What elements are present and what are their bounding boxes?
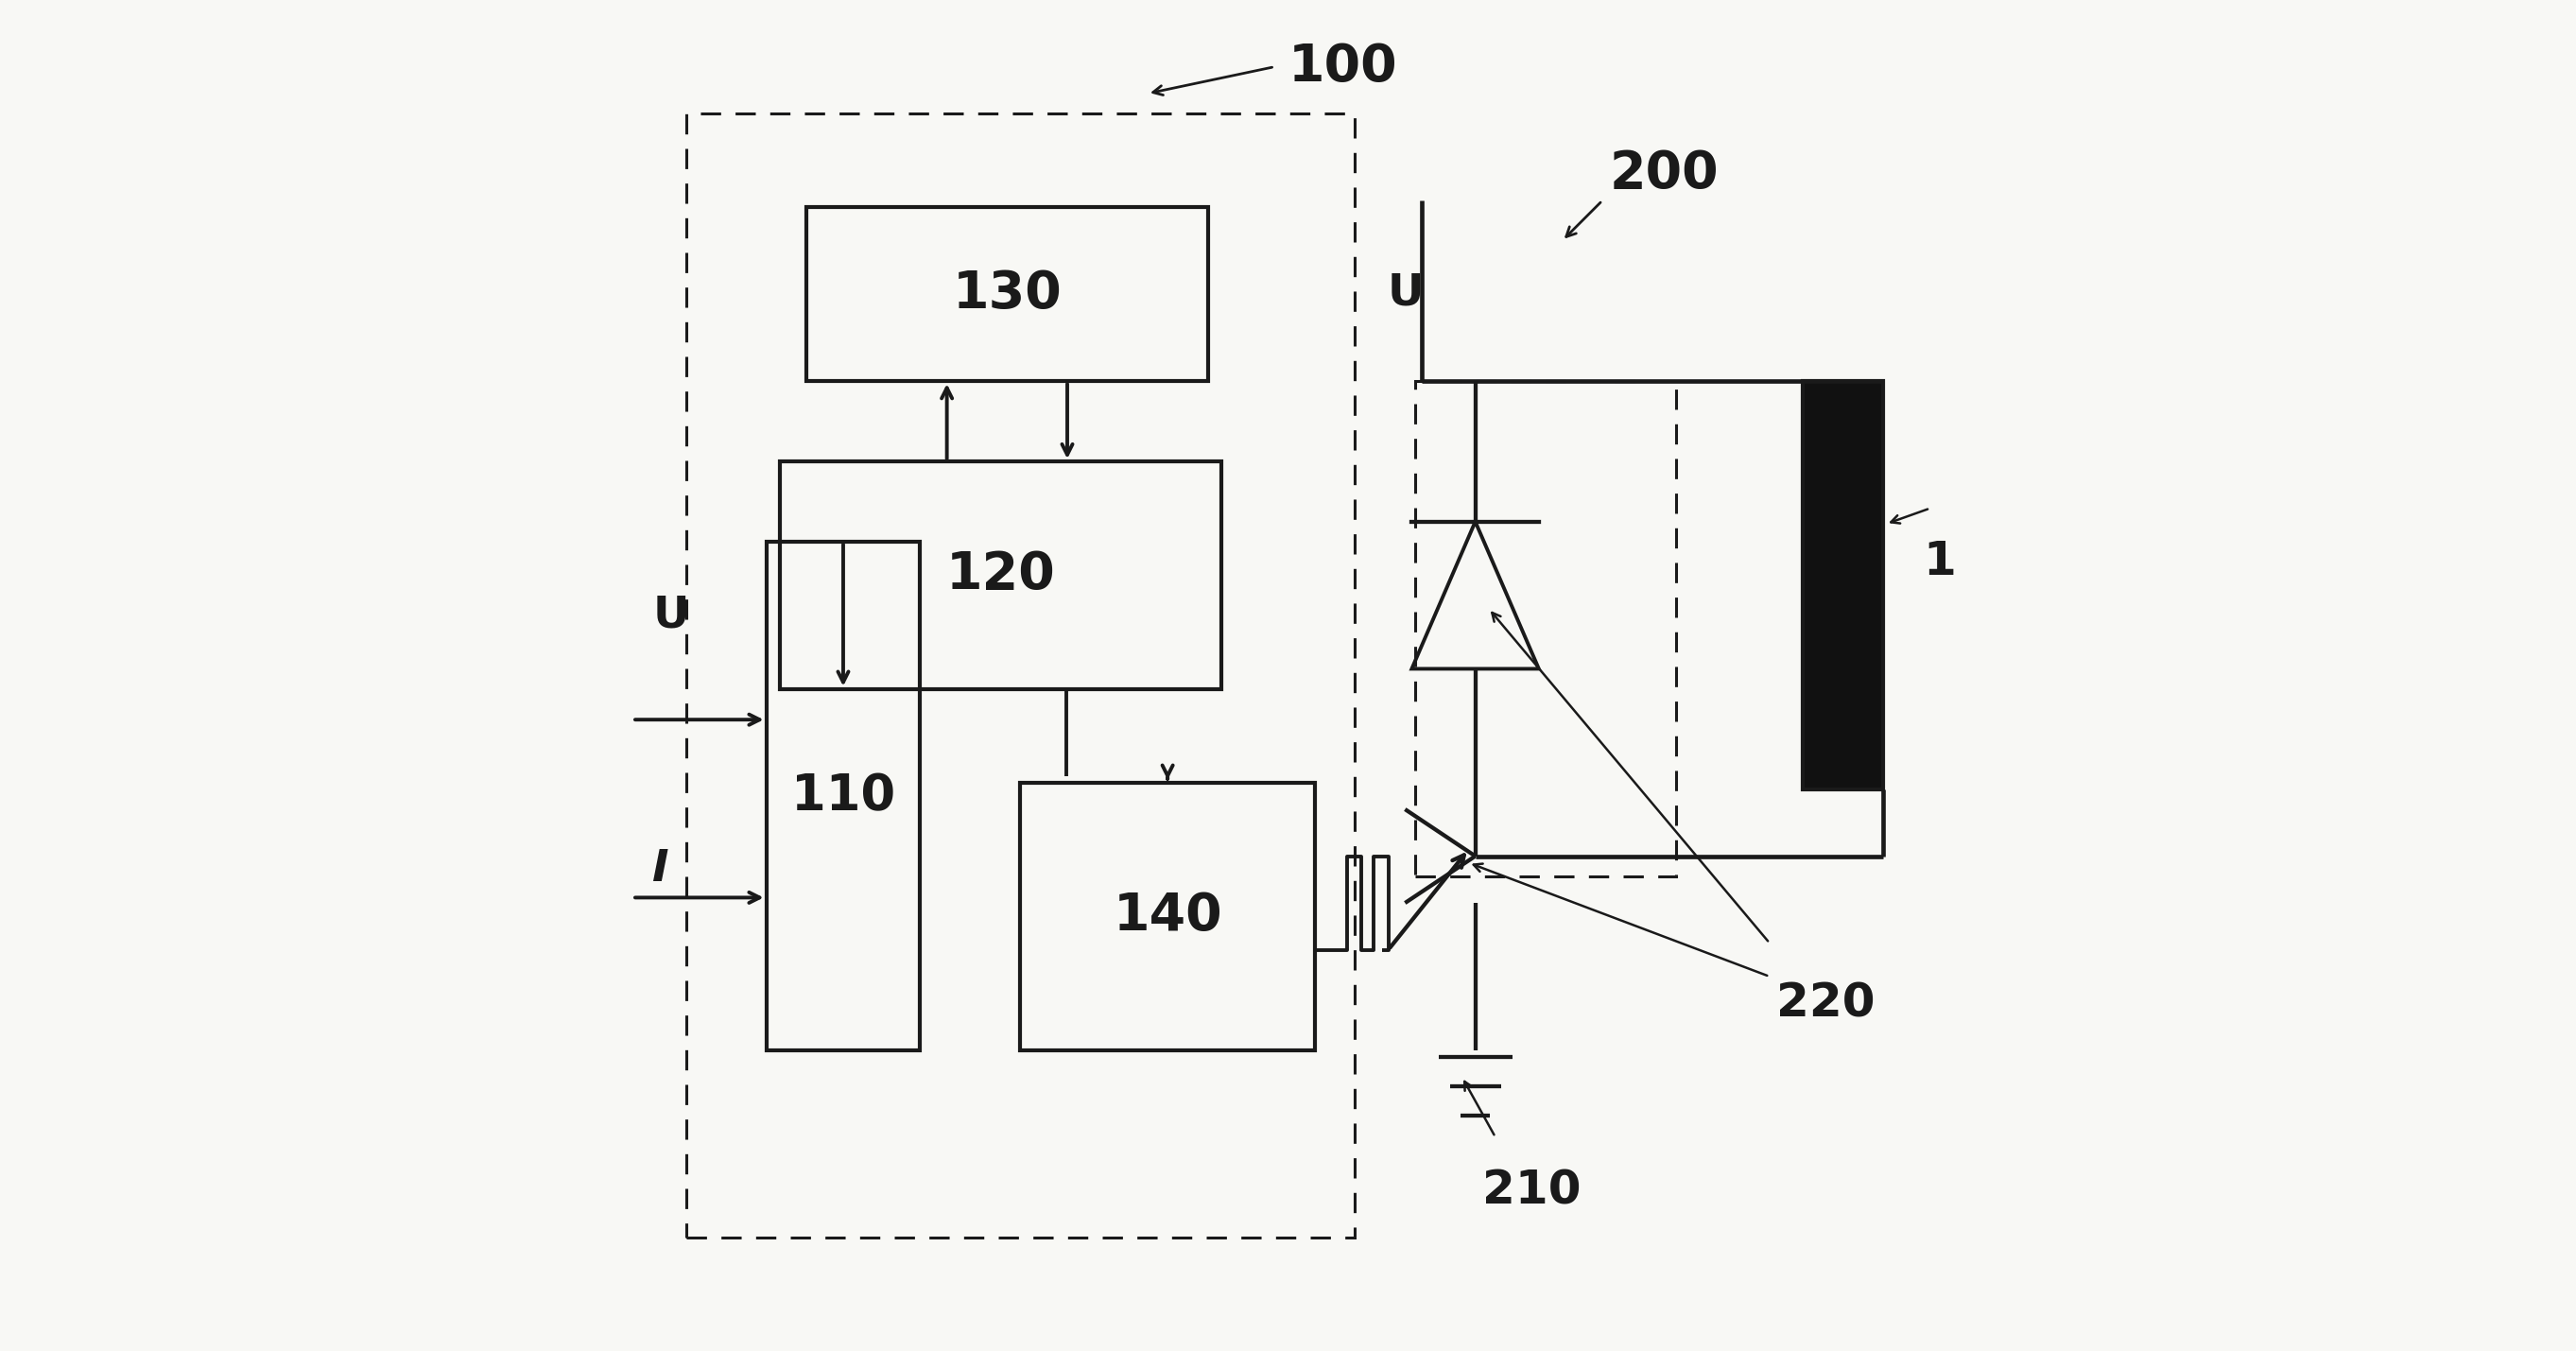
Text: 220: 220 <box>1777 981 1875 1025</box>
Text: 130: 130 <box>953 269 1061 320</box>
Bar <box>806 207 1208 381</box>
Text: 200: 200 <box>1610 149 1718 200</box>
Text: 110: 110 <box>791 771 896 820</box>
Text: 1: 1 <box>1924 539 1955 585</box>
Text: 210: 210 <box>1481 1167 1582 1213</box>
Bar <box>1414 381 1677 877</box>
Text: U: U <box>1386 272 1425 315</box>
Bar <box>1803 381 1883 789</box>
Text: 100: 100 <box>1288 42 1396 92</box>
Text: U: U <box>652 594 688 636</box>
Text: 140: 140 <box>1113 890 1221 942</box>
Bar <box>1020 782 1314 1050</box>
Bar <box>781 462 1221 689</box>
Bar <box>685 113 1355 1238</box>
Bar <box>765 542 920 1050</box>
Text: 120: 120 <box>945 550 1056 601</box>
Text: I: I <box>652 848 670 890</box>
